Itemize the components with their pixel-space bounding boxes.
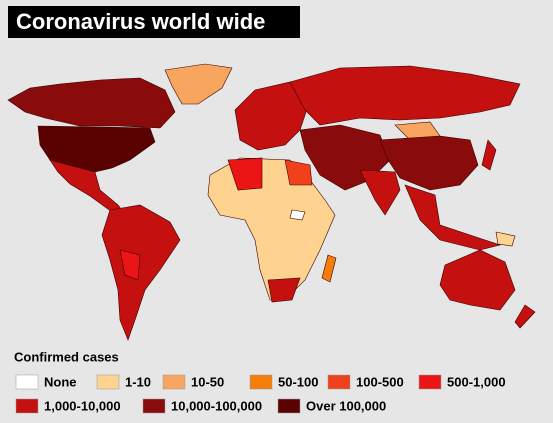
legend-swatch <box>15 398 39 414</box>
legend-swatch <box>327 374 351 390</box>
legend-swatch <box>15 374 39 390</box>
legend-swatch <box>418 374 442 390</box>
papua <box>495 231 516 247</box>
legend-label: 50-100 <box>278 374 318 389</box>
legend-label: 500-1,000 <box>447 374 506 389</box>
legend: None 1-10 10-50 50-100 100-500 500-1,000 1,000… <box>15 374 506 414</box>
title-box <box>8 6 300 38</box>
china <box>379 135 479 191</box>
india <box>359 169 401 216</box>
south-america <box>101 204 181 341</box>
bolivia-region <box>119 249 141 281</box>
usa <box>37 125 156 173</box>
madagascar <box>321 254 337 283</box>
egypt <box>284 159 313 186</box>
unaffected-region <box>289 209 306 221</box>
legend-swatch <box>96 374 120 390</box>
algeria <box>227 157 263 191</box>
legend-label: Over 100,000 <box>306 398 386 413</box>
greenland <box>164 63 233 105</box>
japan <box>481 139 497 171</box>
world-map <box>7 63 536 341</box>
legend-label: 1,000-10,000 <box>44 398 121 413</box>
legend-label: 10-50 <box>191 374 224 389</box>
title: Coronavirus world wide <box>16 9 265 34</box>
legend-label: 10,000-100,000 <box>171 398 262 413</box>
southeast-asia <box>404 184 502 251</box>
legend-swatch <box>162 374 186 390</box>
legend-title: Confirmed cases <box>14 349 119 364</box>
legend-swatch <box>277 398 301 414</box>
new-zealand <box>514 304 536 329</box>
north-america-north <box>7 77 176 129</box>
legend-label: 1-10 <box>125 374 151 389</box>
legend-label: 100-500 <box>356 374 404 389</box>
australia <box>439 249 516 311</box>
russia <box>289 65 521 126</box>
legend-swatch <box>142 398 166 414</box>
legend-label: None <box>44 374 77 389</box>
legend-swatch <box>249 374 273 390</box>
south-africa <box>267 277 301 303</box>
